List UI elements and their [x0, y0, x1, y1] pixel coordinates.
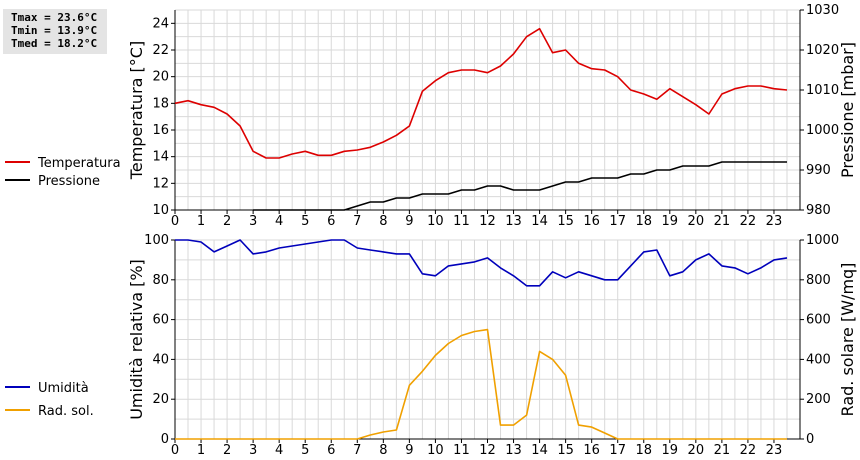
legend-label: Pressione	[38, 174, 100, 189]
x-tick-label: 20	[688, 214, 705, 229]
x-tick-label: 19	[662, 214, 679, 229]
y-tick-label-left: 18	[152, 96, 169, 111]
x-tick-label: 13	[505, 443, 522, 458]
x-tick-label: 0	[171, 214, 179, 229]
y-tick-label-left: 20	[152, 70, 169, 85]
y-tick-label-right: 400	[806, 352, 831, 367]
y-tick-label-right: 1000	[806, 123, 839, 138]
y-tick-label-left: 80	[152, 273, 169, 288]
y-tick-label-right: 980	[806, 203, 831, 218]
x-tick-label: 12	[479, 443, 496, 458]
x-tick-label: 18	[635, 214, 652, 229]
x-tick-label: 8	[379, 443, 387, 458]
y-tick-label-left: 12	[152, 176, 169, 191]
x-tick-label: 22	[740, 214, 757, 229]
tmed-text: Tmed = 18.2°C	[11, 37, 98, 50]
y-axis-title-right: Pressione [mbar]	[838, 42, 857, 178]
series-line-rad-sol	[175, 328, 787, 440]
y-tick-label-right: 1020	[806, 43, 839, 58]
x-tick-label: 23	[766, 443, 783, 458]
x-tick-label: 3	[249, 443, 257, 458]
x-tick-label: 14	[531, 443, 548, 458]
x-tick-label: 19	[662, 443, 679, 458]
x-tick-label: 5	[301, 443, 309, 458]
y-tick-label-right: 200	[806, 392, 831, 407]
y-axis-title-left: Temperatura [°C]	[127, 41, 146, 180]
y-tick-label-left: 22	[152, 43, 169, 58]
x-tick-label: 3	[249, 214, 257, 229]
x-tick-label: 1	[197, 214, 205, 229]
x-tick-label: 0	[171, 443, 179, 458]
x-tick-label: 11	[453, 443, 470, 458]
x-tick-label: 18	[635, 443, 652, 458]
y-axis-title-right: Rad. solare [W/mq]	[838, 263, 857, 417]
y-tick-label-right: 990	[806, 163, 831, 178]
x-tick-label: 1	[197, 443, 205, 458]
y-axis-title-left: Umidità relativa [%]	[127, 259, 146, 420]
x-tick-label: 22	[740, 443, 757, 458]
y-tick-label-right: 1030	[806, 3, 839, 18]
y-tick-label-right: 1010	[806, 83, 839, 98]
x-tick-label: 15	[557, 443, 574, 458]
x-tick-label: 8	[379, 214, 387, 229]
legend-label: Rad. sol.	[38, 404, 94, 419]
legend-label: Umidità	[38, 381, 89, 396]
y-tick-label-right: 800	[806, 273, 831, 288]
y-tick-label-left: 60	[152, 313, 169, 328]
x-tick-label: 4	[275, 443, 283, 458]
x-tick-label: 11	[453, 214, 470, 229]
x-tick-label: 10	[427, 443, 444, 458]
chart-panel-2	[5, 239, 804, 443]
x-tick-label: 23	[766, 214, 783, 229]
x-tick-label: 16	[583, 443, 600, 458]
y-tick-label-right: 0	[806, 432, 814, 447]
y-tick-label-left: 40	[152, 352, 169, 367]
tmin-text: Tmin = 13.9°C	[11, 24, 98, 37]
y-tick-label-right: 600	[806, 313, 831, 328]
y-tick-label-left: 24	[152, 16, 169, 31]
x-tick-label: 14	[531, 214, 548, 229]
y-tick-label-left: 10	[152, 203, 169, 218]
x-tick-label: 12	[479, 214, 496, 229]
series-line-pressione	[253, 161, 787, 211]
x-tick-label: 2	[223, 443, 231, 458]
x-tick-label: 4	[275, 214, 283, 229]
legend-label: Temperatura	[37, 156, 121, 171]
x-tick-label: 15	[557, 214, 574, 229]
x-tick-label: 10	[427, 214, 444, 229]
y-tick-label-left: 14	[152, 150, 169, 165]
series-line-temperatura	[174, 27, 788, 159]
y-tick-label-left: 16	[152, 123, 169, 138]
statistics-box: Tmax = 23.6°C Tmin = 13.9°C Tmed = 18.2°…	[3, 9, 107, 54]
x-tick-label: 7	[353, 214, 361, 229]
tmax-text: Tmax = 23.6°C	[11, 11, 98, 24]
x-tick-label: 21	[714, 443, 731, 458]
x-tick-label: 9	[405, 214, 413, 229]
x-tick-label: 17	[609, 214, 626, 229]
x-tick-label: 6	[327, 443, 335, 458]
x-tick-label: 13	[505, 214, 522, 229]
x-tick-label: 17	[609, 443, 626, 458]
x-tick-label: 7	[353, 443, 361, 458]
x-tick-label: 20	[688, 443, 705, 458]
x-tick-label: 6	[327, 214, 335, 229]
y-tick-label-left: 0	[161, 432, 169, 447]
chart-panel-1	[5, 9, 804, 214]
x-tick-label: 5	[301, 214, 309, 229]
x-tick-label: 16	[583, 214, 600, 229]
y-tick-label-left: 100	[144, 233, 169, 248]
x-tick-label: 21	[714, 214, 731, 229]
y-tick-label-left: 20	[152, 392, 169, 407]
x-tick-label: 2	[223, 214, 231, 229]
series-line-umidit	[175, 239, 788, 287]
x-tick-label: 9	[405, 443, 413, 458]
y-tick-label-right: 1000	[806, 233, 839, 248]
